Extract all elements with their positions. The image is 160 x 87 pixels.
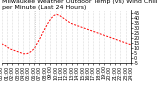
Text: Milwaukee Weather Outdoor Temp (vs) Wind Chill per Minute (Last 24 Hours): Milwaukee Weather Outdoor Temp (vs) Wind…	[2, 0, 157, 10]
